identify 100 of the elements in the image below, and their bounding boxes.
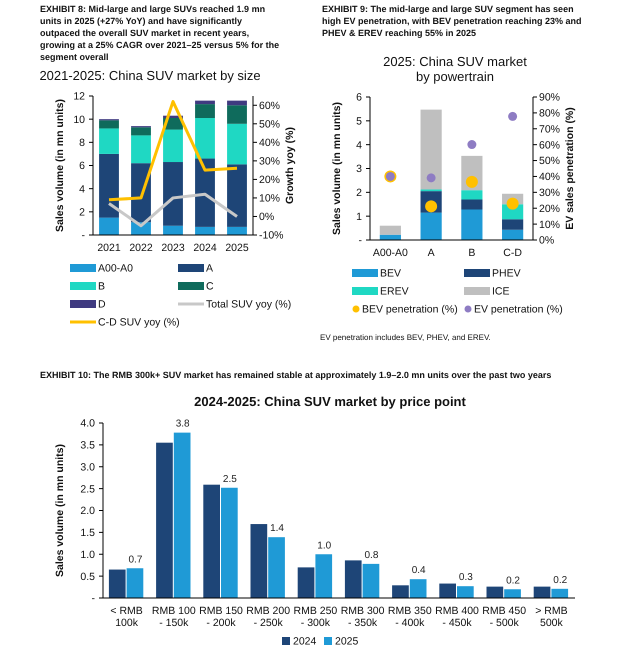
- y2-axis-title: EV sales penetration (%): [564, 107, 576, 230]
- point: [506, 198, 519, 210]
- bar: [227, 105, 247, 124]
- y-tick-label: 4: [356, 139, 362, 152]
- y-tick-label: 6: [79, 160, 86, 172]
- bar: [195, 104, 215, 118]
- data-label: 0.2: [553, 574, 568, 586]
- y2-tick-label: 0%: [539, 234, 554, 247]
- y-axis-title: Sales volume (in mn units): [331, 102, 343, 236]
- y-tick-label: 3: [356, 163, 362, 176]
- chart-title: 2025: China SUV market by powertrain: [383, 54, 528, 84]
- legend-label: ICE: [492, 286, 510, 298]
- point: [466, 176, 478, 188]
- bar: [461, 209, 482, 240]
- y-tick-label: 4.0: [80, 418, 96, 430]
- bar: [502, 230, 524, 240]
- bar: [534, 586, 550, 598]
- bar: [504, 589, 521, 598]
- x-tick-label: < RMB 100k: [110, 605, 143, 629]
- line-series: [108, 100, 238, 202]
- x-tick-label: RMB 250 - 300k: [294, 605, 338, 629]
- text: EV penetration includes BEV, PHEV, and EREV.: [320, 333, 491, 342]
- bar: [250, 524, 268, 598]
- x-tick-label: 2024: [193, 242, 217, 254]
- x-tick-label: RMB 400 - 450k: [435, 605, 480, 629]
- y-tick-label: 1: [356, 210, 362, 223]
- y2-tick-label: 70%: [539, 123, 560, 136]
- bar: [298, 567, 314, 598]
- bar: [195, 118, 215, 159]
- y-tick-label: -: [92, 592, 96, 605]
- bar: [99, 154, 119, 218]
- x-tick-label: 2021: [97, 242, 121, 254]
- y-tick-label: 3.5: [80, 440, 96, 452]
- bar: [439, 584, 456, 598]
- y-tick-label: -: [82, 230, 86, 242]
- bar: [420, 212, 442, 240]
- text: EXHIBIT 9: The mid-large and large SUV segment has seen high EV penetration, with BEV penetration reaching 23% and PHEV & EREV reaching 55% in 2025: [322, 4, 582, 38]
- legend-label: A00-A0: [98, 262, 134, 275]
- chart-title: 2024-2025: China SUV market by price point: [194, 394, 466, 409]
- x-tick-label: RMB 450 - 500k: [482, 605, 526, 629]
- line-series: [108, 192, 238, 228]
- y-tick-label: 2.0: [80, 505, 96, 518]
- y-tick-label: 10: [73, 114, 86, 126]
- text: EXHIBIT 10: The RMB 300k+ SUV market has remained stable at approximately 1.9–2.0 mn units over the past two years: [40, 370, 552, 380]
- data-label: 3.8: [176, 418, 190, 430]
- bar: [227, 100, 247, 106]
- y-tick-label: 4: [79, 183, 86, 196]
- bar: [551, 588, 568, 598]
- data-label: 0.4: [412, 565, 426, 576]
- bar: [131, 135, 151, 164]
- y-tick-label: 2.5: [80, 483, 96, 496]
- bar: [163, 130, 183, 162]
- bar: [392, 585, 409, 598]
- point: [508, 112, 518, 121]
- bar: [315, 554, 332, 598]
- data-label: 1.4: [270, 523, 284, 534]
- y-tick-label: -: [358, 234, 362, 247]
- y-tick-label: 0.5: [80, 570, 96, 583]
- y-tick-label: 2: [79, 206, 86, 219]
- x-tick-label: A: [428, 247, 435, 259]
- x-tick-label: RMB 200 - 250k: [246, 605, 290, 629]
- bar: [99, 218, 119, 235]
- bar: [502, 219, 524, 230]
- data-label: 1.0: [317, 540, 332, 552]
- bar: [410, 579, 426, 598]
- y-axis-title: Sales volume (in mn units): [54, 444, 66, 578]
- y-tick-label: 6: [356, 92, 362, 104]
- y2-tick-label: 10%: [539, 218, 560, 231]
- point: [467, 140, 476, 150]
- y2-tick-label: -10%: [259, 230, 284, 242]
- bar: [227, 164, 247, 227]
- data-label: 0.8: [364, 550, 379, 561]
- bar: [362, 564, 380, 598]
- bar: [457, 586, 474, 598]
- bar: [203, 484, 220, 598]
- y2-tick-label: 40%: [539, 171, 560, 184]
- legend-label: C: [206, 280, 214, 293]
- y2-tick-label: 30%: [539, 187, 560, 200]
- y2-tick-label: 10%: [259, 192, 280, 205]
- y2-tick-label: 20%: [539, 202, 560, 215]
- data-label: 0.2: [506, 575, 520, 586]
- y2-axis-title: Growth yoy (%): [284, 126, 296, 204]
- legend-label: EREV: [380, 286, 409, 298]
- legend-label: BEV penetration (%): [362, 304, 458, 316]
- x-tick-label: RMB 350 - 400k: [388, 605, 432, 629]
- legend-label: EV penetration (%): [474, 304, 563, 316]
- bar: [163, 162, 183, 226]
- bar: [221, 488, 238, 598]
- legend-label: PHEV: [492, 268, 521, 280]
- y2-tick-label: 40%: [259, 137, 280, 150]
- bar: [344, 560, 362, 598]
- x-tick-label: > RMB 500k: [535, 605, 568, 629]
- x-tick-label: RMB 150 - 200k: [199, 605, 244, 629]
- bar: [486, 586, 504, 598]
- y2-tick-label: 60%: [259, 100, 280, 112]
- bar: [268, 537, 285, 598]
- bar: [195, 226, 215, 235]
- legend-label: A: [206, 262, 214, 275]
- y-axis-title: Sales volume (in mn units): [54, 98, 66, 232]
- bar: [195, 100, 215, 104]
